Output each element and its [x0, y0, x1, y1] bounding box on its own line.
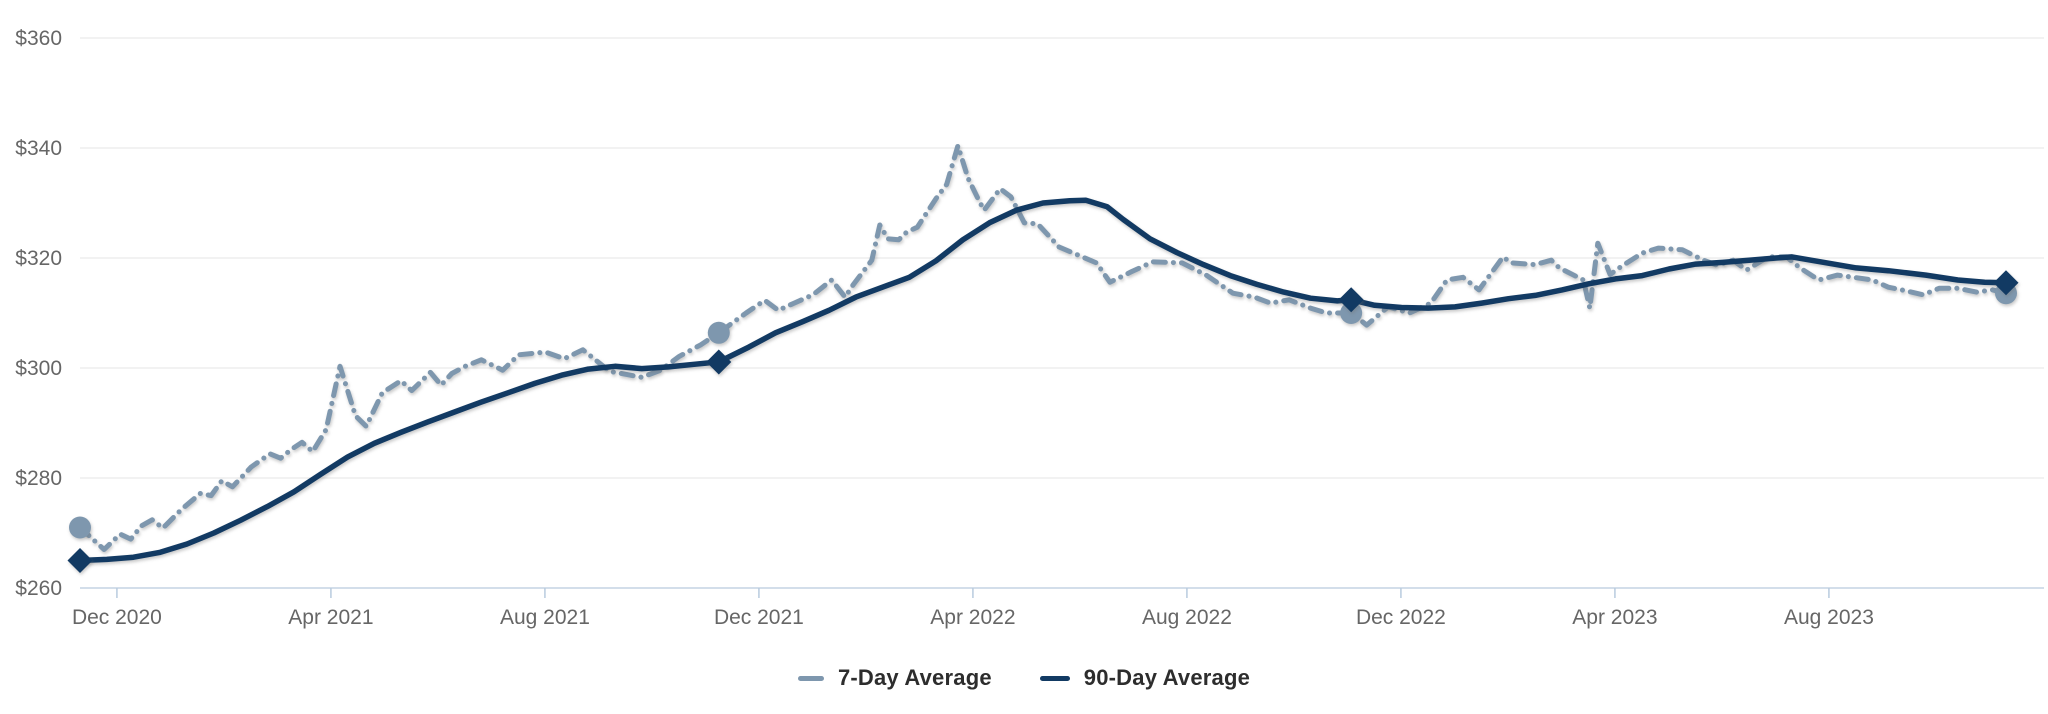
marker-diamond-90day-average[interactable]	[1338, 287, 1364, 313]
chart-legend: 7-Day Average 90-Day Average	[0, 658, 2048, 698]
y-axis-tick-label: $280	[15, 467, 62, 490]
marker-circle-7day-average[interactable]	[1340, 302, 1363, 324]
x-axis-tick-label: Aug 2022	[1142, 606, 1232, 629]
x-axis-tick-label: Apr 2022	[930, 606, 1015, 629]
y-axis-tick-label: $300	[15, 357, 62, 380]
y-axis-tick-label: $260	[15, 577, 62, 600]
series-line-7day-average[interactable]	[77, 143, 2009, 552]
x-axis-tick-label: Dec 2021	[714, 606, 804, 629]
marker-circle-7day-average[interactable]	[707, 321, 730, 344]
legend-swatch-90day	[1039, 675, 1070, 681]
x-axis-tick-label: Aug 2023	[1784, 606, 1874, 629]
marker-circle-7day-average[interactable]	[69, 516, 91, 539]
x-axis-tick-label: Apr 2023	[1572, 606, 1657, 629]
legend-swatch-7day	[797, 675, 824, 681]
y-axis-tick-label: $340	[15, 137, 62, 160]
legend-label-90day: 90-Day Average	[1083, 665, 1251, 690]
legend-label-7day: 7-Day Average	[837, 665, 992, 690]
y-axis-tick-label: $320	[15, 247, 62, 270]
x-axis-tick-label: Dec 2022	[1356, 606, 1446, 629]
x-axis-tick-label: Apr 2021	[288, 606, 373, 629]
x-axis-tick-label: Aug 2021	[500, 606, 590, 629]
legend-item-90day-average[interactable]: 90-Day Average	[1039, 665, 1251, 691]
y-axis-tick-label: $360	[15, 27, 62, 50]
legend-item-7day-average[interactable]: 7-Day Average	[797, 665, 992, 691]
marker-diamond-90day-average[interactable]	[67, 548, 93, 573]
series-line-90day-average[interactable]	[77, 197, 2009, 564]
marker-diamond-90day-average[interactable]	[706, 349, 732, 375]
marker-diamond-90day-average[interactable]	[1993, 270, 2019, 296]
x-axis-tick-label: Dec 2020	[72, 606, 162, 629]
